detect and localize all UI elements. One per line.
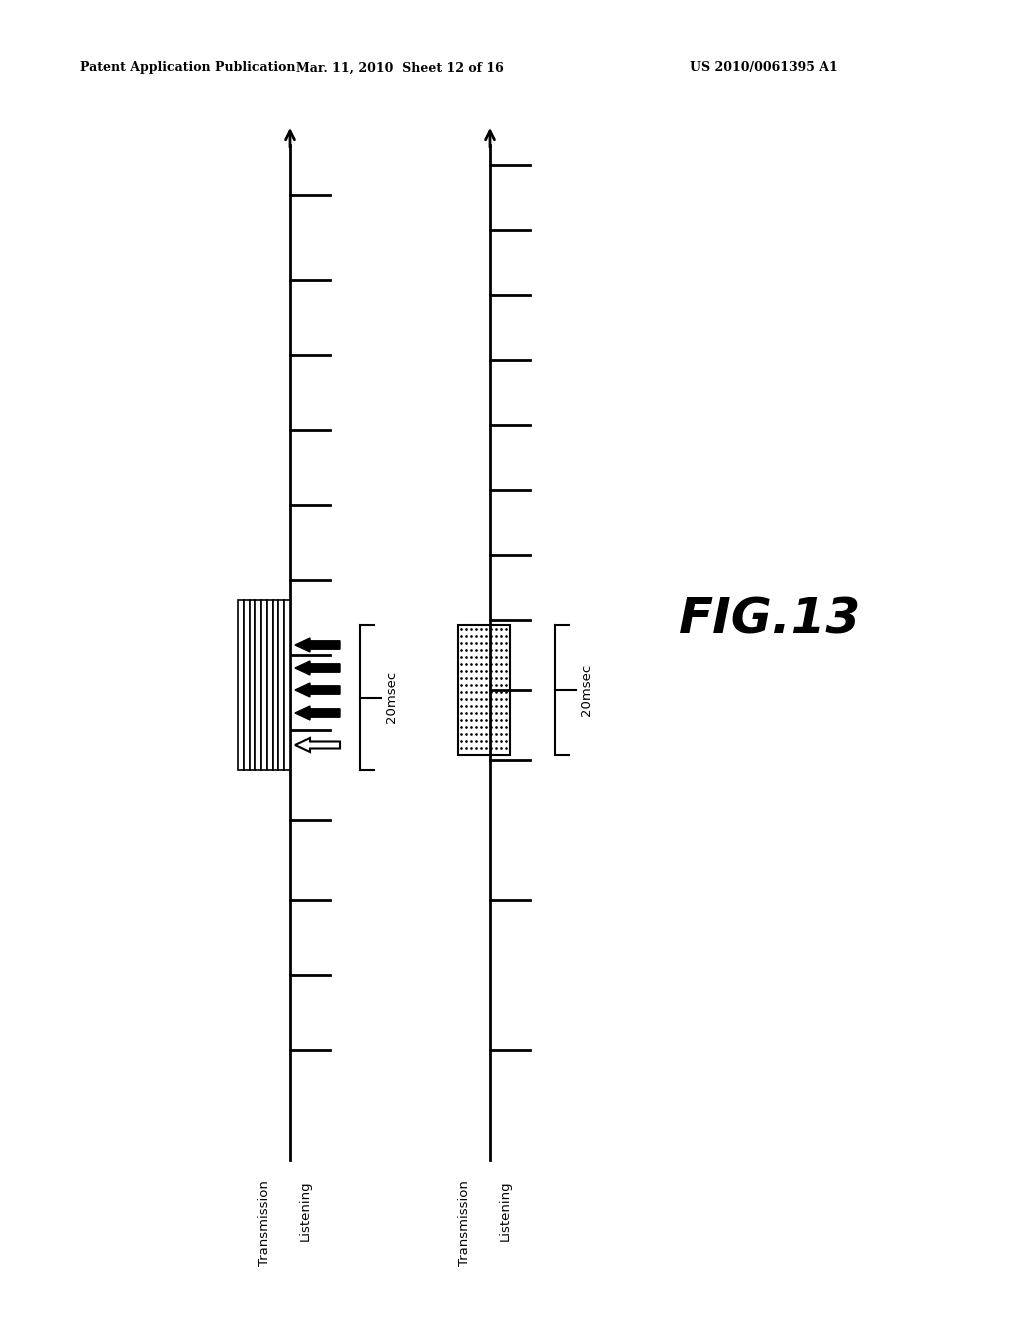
Bar [255,601,261,770]
Text: Listening: Listening [299,1180,311,1241]
FancyArrow shape [295,638,340,652]
Bar [267,601,272,770]
Text: Transmission: Transmission [459,1180,471,1266]
Bar [261,601,267,770]
Bar [272,601,279,770]
Bar [238,601,244,770]
Text: Patent Application Publication: Patent Application Publication [80,62,296,74]
FancyArrow shape [295,661,340,675]
Bar [285,601,290,770]
Bar [250,601,255,770]
Bar [279,601,285,770]
FancyArrow shape [295,682,340,697]
Text: FIG.13: FIG.13 [679,597,861,644]
FancyArrow shape [295,738,340,752]
Text: 20msec: 20msec [580,664,593,717]
Text: Transmission: Transmission [258,1180,271,1266]
Bar [244,601,250,770]
FancyArrow shape [295,706,340,719]
Text: 20msec: 20msec [385,671,398,723]
Text: US 2010/0061395 A1: US 2010/0061395 A1 [690,62,838,74]
Text: Mar. 11, 2010  Sheet 12 of 16: Mar. 11, 2010 Sheet 12 of 16 [296,62,504,74]
Text: Listening: Listening [499,1180,512,1241]
Bar [458,624,510,755]
